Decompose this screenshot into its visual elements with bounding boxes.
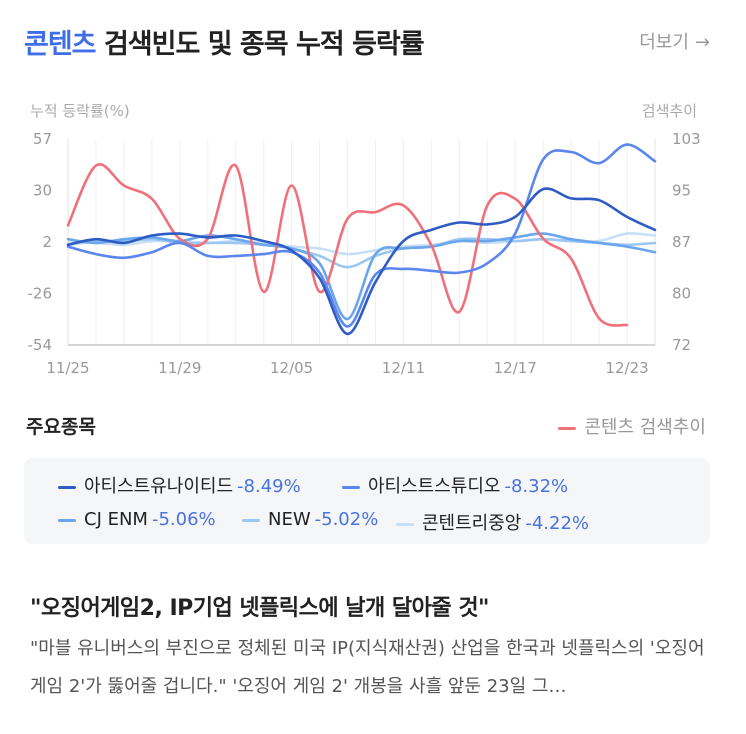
series-line-1 bbox=[66, 143, 657, 328]
stock-swatch bbox=[396, 522, 414, 526]
more-link[interactable]: 더보기 → bbox=[639, 28, 710, 54]
x-tick-label: 12/11 bbox=[382, 359, 425, 377]
arrow-right-icon: → bbox=[694, 32, 710, 53]
stock-item-new[interactable]: NEW -5.02% bbox=[242, 509, 378, 530]
stock-value: -4.22% bbox=[525, 513, 590, 534]
stock-name: 아티스트유나이티드 bbox=[84, 476, 234, 497]
x-tick-label: 12/17 bbox=[494, 359, 537, 377]
right-tick-label: 72 bbox=[672, 336, 691, 354]
header: 콘텐츠 검색빈도 및 종목 누적 등락률 더보기 → bbox=[24, 18, 722, 62]
title-rest: 검색빈도 및 종목 누적 등락률 bbox=[103, 29, 425, 60]
right-axis-label: 검색추이 bbox=[642, 102, 697, 120]
series-line-0 bbox=[66, 187, 657, 336]
title-accent: 콘텐츠 bbox=[24, 29, 97, 60]
stock-item-artist-united[interactable]: 아티스트유나이티드 -8.49% bbox=[58, 472, 301, 498]
search-legend: 콘텐츠 검색추이 bbox=[558, 413, 706, 439]
page-title: 콘텐츠 검색빈도 및 종목 누적 등락률 bbox=[24, 22, 425, 61]
stock-value: -5.02% bbox=[314, 509, 379, 530]
stock-name: 콘텐트리중앙 bbox=[422, 513, 522, 534]
stock-swatch bbox=[342, 485, 360, 489]
stock-value: -8.49% bbox=[237, 476, 301, 497]
chart: 누적 등락률(%) 검색추이 57 30 2 -26 -54 103 95 87 80 72 11/… bbox=[0, 95, 746, 390]
x-tick-label: 11/25 bbox=[46, 359, 89, 377]
stock-item-contentree[interactable]: 콘텐트리중앙 -4.22% bbox=[396, 509, 589, 535]
section-title: 주요종목 bbox=[26, 416, 96, 438]
search-legend-label: 콘텐츠 검색추이 bbox=[584, 417, 706, 438]
stock-swatch bbox=[242, 518, 260, 522]
stock-swatch bbox=[58, 518, 76, 522]
stock-name: 아티스트스튜디오 bbox=[368, 476, 501, 497]
stock-list: 아티스트유나이티드 -8.49% 아티스트스튜디오 -8.32% CJ ENM -5.… bbox=[24, 458, 710, 544]
stock-item-cj-enm[interactable]: CJ ENM -5.06% bbox=[58, 509, 216, 530]
left-tick-label: -54 bbox=[28, 336, 53, 354]
line-chart-svg: 누적 등락률(%) 검색추이 57 30 2 -26 -54 103 95 87 80 72 11/… bbox=[28, 102, 701, 377]
left-tick-label: 2 bbox=[42, 233, 52, 251]
right-tick-label: 87 bbox=[672, 233, 691, 251]
search-legend-swatch bbox=[558, 426, 577, 430]
stock-swatch bbox=[58, 485, 76, 489]
stock-name: NEW bbox=[268, 509, 311, 530]
right-tick-label: 80 bbox=[672, 285, 691, 303]
left-tick-label: 57 bbox=[33, 130, 52, 148]
right-tick-label: 95 bbox=[672, 182, 691, 200]
left-axis-label: 누적 등락률(%) bbox=[30, 102, 130, 120]
x-tick-label: 12/23 bbox=[605, 359, 648, 377]
tick-labels: 57 30 2 -26 -54 103 95 87 80 72 11/25 11/29 12/05 12/… bbox=[28, 130, 701, 377]
left-tick-label: -26 bbox=[28, 285, 53, 303]
series-line-3 bbox=[66, 237, 657, 269]
stock-name: CJ ENM bbox=[84, 509, 148, 530]
article-headline[interactable]: "오징어게임2, IP기업 넷플릭스에 날개 달아줄 것" bbox=[30, 596, 490, 621]
stock-value: -8.32% bbox=[504, 476, 569, 497]
more-label: 더보기 bbox=[639, 32, 689, 53]
left-tick-label: 30 bbox=[33, 182, 52, 200]
x-tick-label: 11/29 bbox=[158, 359, 201, 377]
article-summary[interactable]: "마블 유니버스의 부진으로 정체된 미국 IP(지식재산권) 산업을 한국과 … bbox=[30, 638, 705, 697]
stock-item-artist-studio[interactable]: 아티스트스튜디오 -8.32% bbox=[342, 472, 568, 498]
stock-value: -5.06% bbox=[151, 509, 216, 530]
series-line-2 bbox=[66, 232, 657, 321]
x-tick-label: 12/05 bbox=[270, 359, 313, 377]
series-lines bbox=[66, 143, 657, 336]
right-tick-label: 103 bbox=[672, 130, 701, 148]
